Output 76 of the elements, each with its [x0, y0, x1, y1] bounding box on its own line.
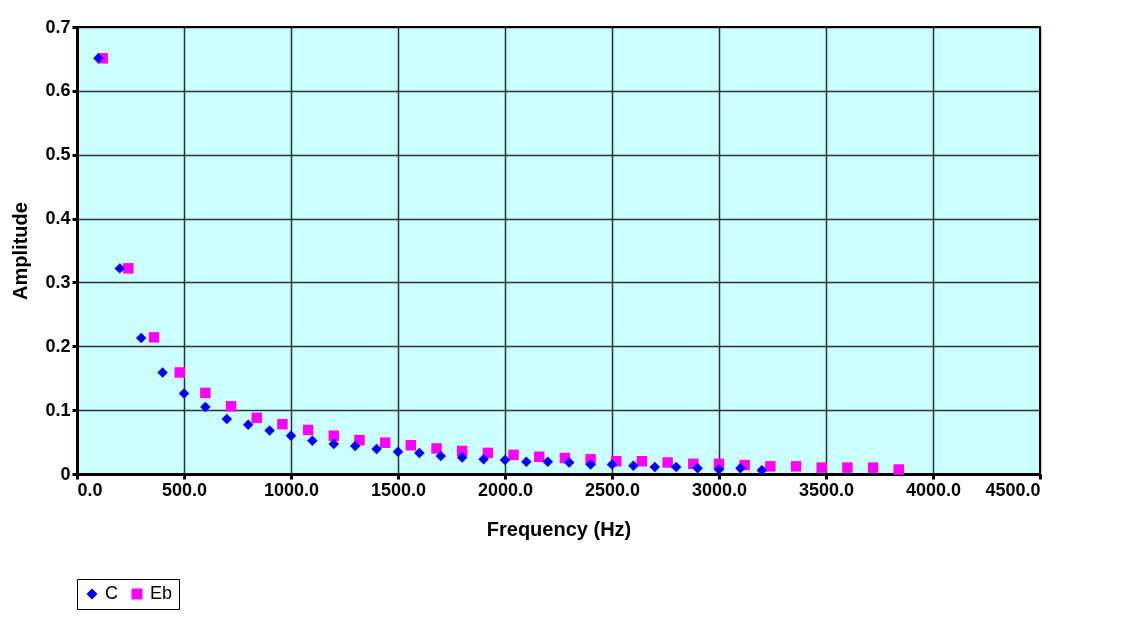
- point: [636, 455, 648, 467]
- point: [670, 461, 682, 473]
- point: [478, 454, 489, 465]
- point: [148, 332, 160, 343]
- x-tick-label: 1000.0: [263, 479, 320, 500]
- point: [221, 413, 233, 425]
- x-tick-label: 4000.0: [905, 479, 962, 500]
- point: [521, 456, 532, 468]
- legend-label: C: [105, 583, 118, 603]
- point: [242, 419, 254, 431]
- point: [328, 430, 340, 441]
- point: [200, 401, 211, 413]
- point: [662, 457, 673, 468]
- point: [285, 430, 297, 441]
- point: [93, 53, 104, 64]
- point: [405, 440, 417, 451]
- point: [867, 462, 879, 473]
- legend-label: Eb: [150, 583, 173, 603]
- x-tick-label: 3500.0: [798, 479, 855, 500]
- point: [135, 332, 147, 344]
- point: [692, 463, 703, 474]
- point: [842, 462, 853, 473]
- y-axis-title: Amplitude: [9, 202, 32, 300]
- point: [713, 464, 725, 475]
- point: [431, 443, 442, 454]
- y-tick-label: 0: [60, 463, 71, 484]
- point: [893, 464, 904, 475]
- x-tick-label: 500.0: [161, 479, 208, 500]
- y-tick-label: 0.5: [45, 144, 71, 165]
- x-tick-label: 3000.0: [691, 479, 748, 500]
- point: [114, 263, 126, 274]
- point: [379, 437, 391, 448]
- point: [790, 461, 802, 472]
- y-tick-label: 0.3: [45, 271, 71, 292]
- point: [157, 367, 168, 378]
- point: [756, 464, 768, 476]
- x-axis-title: Frequency (Hz): [486, 517, 632, 540]
- x-tick-label: 0.0: [77, 479, 103, 500]
- point: [277, 418, 288, 430]
- x-tick-label: 4500.0: [985, 479, 1041, 500]
- point: [816, 462, 827, 473]
- point: [225, 401, 237, 412]
- point: [302, 424, 314, 436]
- point: [542, 456, 554, 468]
- point: [200, 387, 211, 399]
- point: [563, 457, 575, 468]
- y-tick-label: 0.6: [45, 80, 71, 101]
- x-tick-label: 1500.0: [370, 479, 427, 500]
- point: [499, 454, 511, 466]
- point: [371, 443, 382, 455]
- point: [123, 263, 134, 274]
- point: [174, 367, 185, 378]
- x-tick-label: 2500.0: [584, 479, 641, 500]
- point: [534, 451, 545, 462]
- point: [585, 459, 596, 470]
- point: [508, 449, 519, 461]
- point: [735, 463, 746, 474]
- point: [649, 461, 661, 473]
- point: [264, 425, 275, 436]
- y-tick-label: 0.7: [45, 16, 71, 37]
- y-tick-label: 0.4: [45, 208, 71, 229]
- point: [328, 438, 340, 450]
- x-tick-label: 2000.0: [477, 479, 534, 500]
- point: [606, 459, 618, 470]
- point: [414, 447, 425, 459]
- point: [456, 452, 468, 463]
- point: [392, 446, 404, 457]
- point: [628, 460, 639, 471]
- point: [251, 412, 262, 424]
- y-tick-label: 0.2: [45, 335, 71, 356]
- point: [435, 450, 447, 462]
- point: [178, 388, 190, 399]
- point: [349, 440, 361, 452]
- y-tick-label: 0.1: [45, 399, 71, 420]
- point: [765, 461, 776, 472]
- point: [307, 435, 318, 447]
